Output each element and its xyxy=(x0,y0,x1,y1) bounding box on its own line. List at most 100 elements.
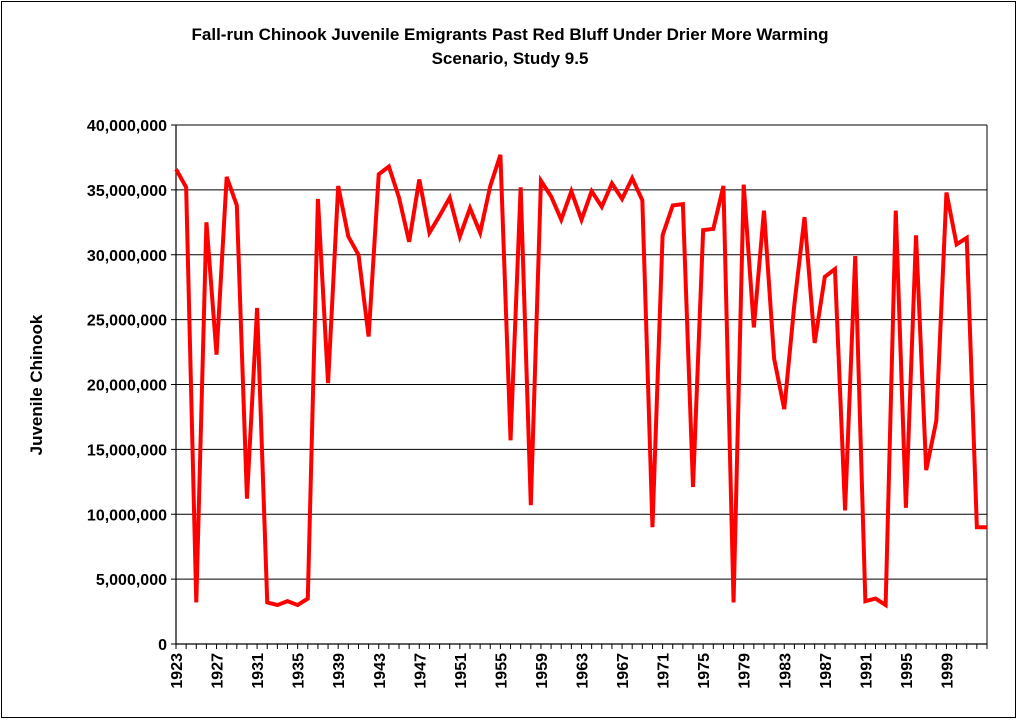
data-point xyxy=(632,178,633,179)
y-axis-label: Juvenile Chinook xyxy=(27,314,46,455)
data-point xyxy=(307,598,308,599)
data-point xyxy=(409,241,410,242)
data-point xyxy=(885,605,886,606)
data-point xyxy=(480,232,481,233)
data-point xyxy=(297,605,298,606)
data-point xyxy=(611,183,612,184)
data-point xyxy=(328,383,329,384)
y-tick-label: 15,000,000 xyxy=(87,442,167,459)
data-point xyxy=(196,602,197,603)
data-point xyxy=(682,204,683,205)
data-point xyxy=(206,222,207,223)
y-tick-label: 40,000,000 xyxy=(87,118,167,135)
data-point xyxy=(277,605,278,606)
data-point xyxy=(855,256,856,257)
data-point xyxy=(429,232,430,233)
x-tick-label: 1983 xyxy=(777,653,794,689)
data-point xyxy=(388,166,389,167)
data-point xyxy=(236,205,237,206)
data-point xyxy=(753,327,754,328)
data-point xyxy=(824,276,825,277)
x-tick-label: 1991 xyxy=(858,653,875,689)
y-tick-label: 5,000,000 xyxy=(96,572,167,589)
data-point xyxy=(834,269,835,270)
x-tick-labels: 1923 1927 1931 1935 1939 1943 1947 1951 1955 1959… xyxy=(169,653,956,689)
data-point xyxy=(966,237,967,238)
data-point xyxy=(520,187,521,188)
data-point xyxy=(905,507,906,508)
data-point xyxy=(338,185,339,186)
data-point xyxy=(257,307,258,308)
x-tick-label: 1955 xyxy=(493,653,510,689)
x-tick-label: 1927 xyxy=(210,653,227,689)
data-point xyxy=(733,602,734,603)
series-line xyxy=(174,154,987,609)
x-tick-label: 1979 xyxy=(737,653,754,689)
data-point xyxy=(459,236,460,237)
data-point xyxy=(540,180,541,181)
x-tick-label: 1939 xyxy=(331,653,348,689)
data-point xyxy=(763,210,764,211)
y-tick-labels: 0 5,000,000 10,000,000 15,000,000 20,000,000… xyxy=(87,118,167,654)
data-point xyxy=(774,358,775,359)
x-tick-label: 1975 xyxy=(696,653,713,689)
data-point xyxy=(723,185,724,186)
data-point xyxy=(936,420,937,421)
x-tick-label: 1947 xyxy=(412,653,429,689)
data-point xyxy=(287,601,288,602)
data-point xyxy=(804,217,805,218)
x-tick-label: 1931 xyxy=(250,653,267,689)
data-point xyxy=(895,210,896,211)
chart-title-line1: Fall-run Chinook Juvenile Emigrants Past… xyxy=(192,25,829,44)
data-point xyxy=(601,206,602,207)
data-point xyxy=(591,191,592,192)
x-tick-label: 1999 xyxy=(939,653,956,689)
y-tick-label: 25,000,000 xyxy=(87,313,167,330)
data-point xyxy=(226,176,227,177)
data-point xyxy=(530,505,531,506)
data-point xyxy=(317,198,318,199)
data-point xyxy=(784,409,785,410)
data-point xyxy=(946,192,947,193)
data-point xyxy=(916,235,917,236)
x-tick-label: 1987 xyxy=(818,653,835,689)
y-tick-label: 30,000,000 xyxy=(87,248,167,265)
data-point xyxy=(652,527,653,528)
x-tick-label: 1959 xyxy=(534,653,551,689)
data-point xyxy=(358,254,359,255)
data-point xyxy=(449,197,450,198)
data-point xyxy=(399,197,400,198)
x-tick-label: 1935 xyxy=(291,653,308,689)
data-point xyxy=(186,187,187,188)
x-tick-label: 1951 xyxy=(453,653,470,689)
data-point xyxy=(216,354,217,355)
data-point xyxy=(439,215,440,216)
data-point xyxy=(246,498,247,499)
data-point xyxy=(368,336,369,337)
x-tick-label: 1963 xyxy=(575,653,592,689)
y-tick-label: 0 xyxy=(158,637,167,654)
data-point xyxy=(845,510,846,511)
gridlines xyxy=(176,124,987,580)
data-point xyxy=(987,527,988,528)
data-point xyxy=(561,219,562,220)
data-point xyxy=(926,470,927,471)
data-point xyxy=(794,304,795,305)
data-point xyxy=(176,169,177,170)
y-tick-label: 20,000,000 xyxy=(87,378,167,395)
y-tick-label: 35,000,000 xyxy=(87,183,167,200)
chart-title-line2: Scenario, Study 9.5 xyxy=(432,49,589,68)
y-tick-label: 10,000,000 xyxy=(87,507,167,524)
data-point xyxy=(743,184,744,185)
data-point xyxy=(672,205,673,206)
data-point xyxy=(469,208,470,209)
data-point xyxy=(510,440,511,441)
data-point xyxy=(693,487,694,488)
data-point xyxy=(348,236,349,237)
series-group xyxy=(174,154,988,609)
data-point xyxy=(976,527,977,528)
data-point xyxy=(956,244,957,245)
x-tick-label: 1943 xyxy=(372,653,389,689)
x-tick-label: 1971 xyxy=(656,653,673,689)
